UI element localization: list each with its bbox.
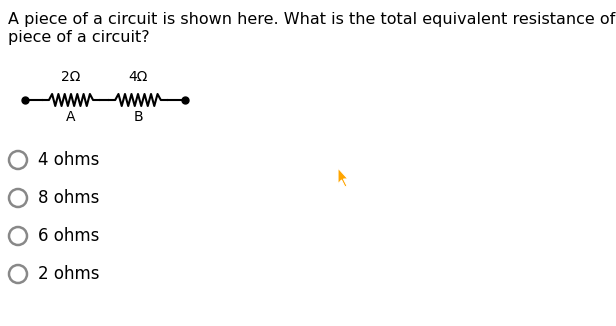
Text: 6 ohms: 6 ohms (38, 227, 99, 245)
Text: 2Ω: 2Ω (62, 70, 81, 84)
Text: 4Ω: 4Ω (128, 70, 148, 84)
Text: B: B (133, 110, 143, 124)
Text: A: A (67, 110, 76, 124)
Text: piece of a circuit?: piece of a circuit? (8, 30, 150, 45)
Text: A piece of a circuit is shown here. What is the total equivalent resistance of t: A piece of a circuit is shown here. What… (8, 12, 616, 27)
Text: 8 ohms: 8 ohms (38, 189, 99, 207)
Text: 2 ohms: 2 ohms (38, 265, 100, 283)
Text: 4 ohms: 4 ohms (38, 151, 99, 169)
Polygon shape (338, 168, 348, 187)
